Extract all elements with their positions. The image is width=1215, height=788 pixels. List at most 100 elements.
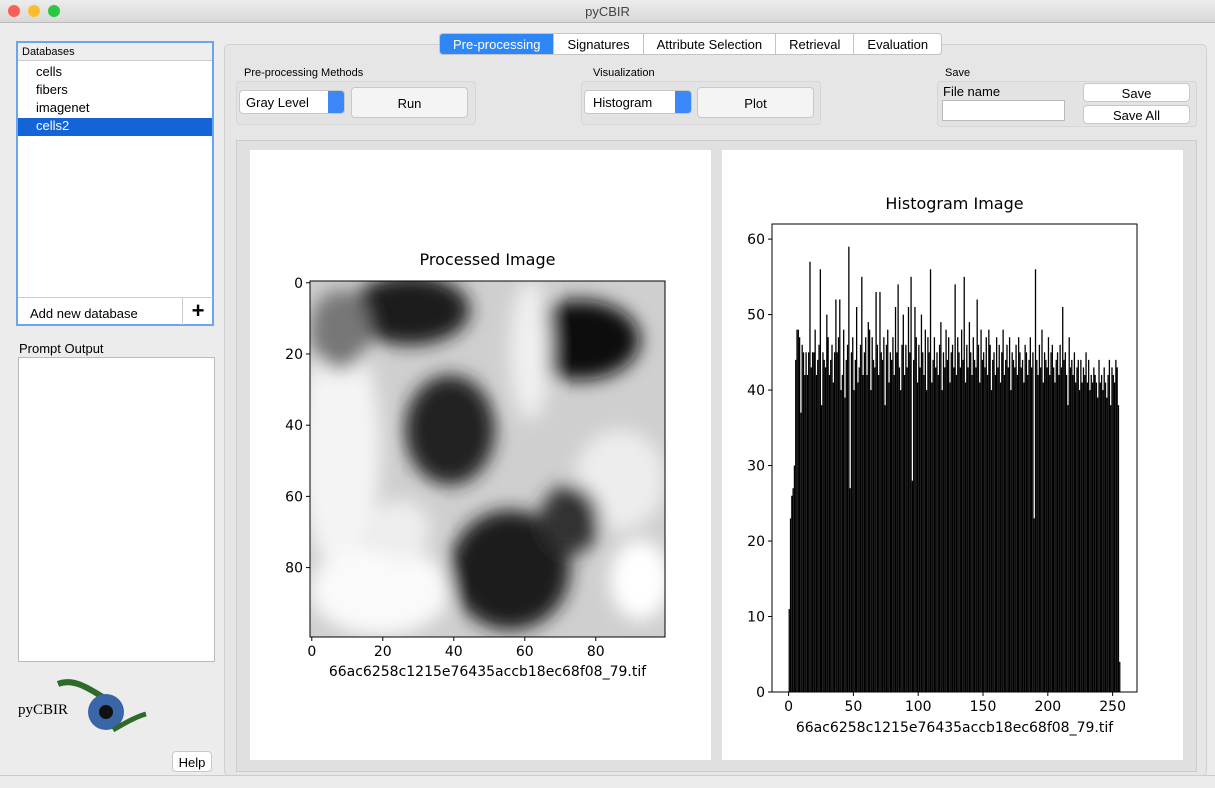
histogram-bar <box>819 269 821 692</box>
histogram-bar <box>892 337 894 692</box>
database-item[interactable]: cells <box>36 64 63 79</box>
histogram-bar <box>878 374 880 692</box>
histogram-bar <box>1111 367 1113 692</box>
histogram-bar <box>857 382 859 692</box>
y-tick-label: 60 <box>747 232 765 248</box>
histogram-bar <box>818 344 820 692</box>
histogram-bar <box>1116 367 1118 692</box>
database-item[interactable]: cells2 <box>18 118 212 136</box>
histogram-bar <box>824 367 827 692</box>
histogram-bar <box>1001 352 1003 692</box>
y-tick-label: 40 <box>285 418 303 434</box>
tab[interactable]: Evaluation <box>853 33 943 55</box>
histogram-bar <box>928 352 930 692</box>
close-button[interactable] <box>8 5 20 17</box>
visualization-select[interactable]: Histogram <box>584 90 692 114</box>
histogram-bar <box>859 344 862 692</box>
histogram-bar <box>971 374 973 692</box>
histogram-bar <box>1068 337 1070 692</box>
x-tick-label: 80 <box>587 644 605 660</box>
logo: pyCBIR <box>18 676 148 736</box>
histogram-bar <box>805 352 807 692</box>
histogram-bar <box>1019 352 1021 692</box>
add-database-label[interactable]: Add new database <box>18 297 182 324</box>
histogram-bar <box>1027 374 1029 692</box>
histogram-bar <box>1080 359 1082 692</box>
histogram-bar <box>1020 367 1022 692</box>
histogram-bar <box>1089 390 1091 692</box>
histogram-bar <box>995 337 998 692</box>
database-list: cells fibers imagenet cells2 <box>18 64 212 136</box>
minimize-button[interactable] <box>28 5 40 17</box>
x-tick-label: 60 <box>516 644 534 660</box>
histogram-bar <box>1099 382 1101 692</box>
x-tick-label: 150 <box>970 699 997 715</box>
histogram-bar <box>927 337 929 692</box>
histogram-bar <box>822 352 824 692</box>
tab[interactable]: Retrieval <box>775 33 855 55</box>
histogram-bar <box>863 352 866 692</box>
histogram-bar <box>949 382 951 692</box>
histogram-bar <box>881 359 884 692</box>
histogram-bar <box>936 352 938 692</box>
zoom-button[interactable] <box>48 5 60 17</box>
histogram-bar <box>858 367 860 692</box>
histogram-bar <box>954 284 956 692</box>
add-database-button[interactable]: + <box>182 297 213 325</box>
histogram-bar <box>1005 359 1007 692</box>
histogram-bar <box>955 374 958 692</box>
histogram-bar <box>1081 382 1083 692</box>
histogram-bar <box>1025 352 1028 692</box>
histogram-bar <box>975 367 977 692</box>
file-name-label: File name <box>943 84 1001 99</box>
help-button[interactable]: Help <box>172 751 212 772</box>
histogram-bar <box>929 269 932 692</box>
histogram-bar <box>920 314 923 692</box>
histogram-bar <box>865 337 867 692</box>
histogram-bar <box>935 367 937 692</box>
histogram-bar <box>811 352 814 692</box>
method-select[interactable]: Gray Level <box>239 90 345 114</box>
tab[interactable]: Attribute Selection <box>642 33 777 55</box>
histogram-bar <box>967 367 969 692</box>
histogram-bar <box>848 246 850 692</box>
histogram-bar <box>976 299 978 692</box>
save-button[interactable]: Save <box>1083 83 1190 102</box>
histogram-bar <box>1098 359 1100 692</box>
x-axis-label: 66ac6258c1215e76435accb18ec68f08_79.tif <box>796 720 1114 736</box>
axes-frame <box>771 223 1138 693</box>
histogram-bar <box>993 352 995 692</box>
histogram-bar <box>879 291 881 692</box>
histogram-bar <box>837 337 840 692</box>
histogram-bar <box>798 337 801 692</box>
database-item[interactable]: imagenet <box>36 100 90 115</box>
histogram-bar <box>1018 337 1020 692</box>
plot-button[interactable]: Plot <box>697 87 814 118</box>
histogram-bar <box>802 352 805 692</box>
tab[interactable]: Signatures <box>553 33 644 55</box>
histogram-bar <box>1094 374 1096 692</box>
histogram-bar <box>1014 367 1016 692</box>
save-all-button[interactable]: Save All <box>1083 105 1190 124</box>
y-tick-label: 20 <box>285 347 303 363</box>
histogram-bar <box>911 480 914 692</box>
tab[interactable]: Pre-processing <box>439 33 555 55</box>
histogram-bar <box>980 329 982 692</box>
histogram-bar <box>890 359 893 692</box>
database-item[interactable]: fibers <box>36 82 68 97</box>
histogram-bar <box>1047 337 1050 692</box>
x-tick-label: 20 <box>374 644 392 660</box>
histogram-figure: 0 50 100 150 200 250 0 10 20 30 40 50 60 Histogram Im… <box>722 150 1183 760</box>
visualization-label: Visualization <box>593 67 655 79</box>
histogram-bar <box>1036 359 1038 692</box>
histogram-bar <box>791 495 793 692</box>
file-name-input[interactable] <box>942 100 1065 121</box>
histogram-bar <box>1071 359 1073 692</box>
histogram-bar <box>850 352 853 692</box>
histogram-bar <box>883 337 885 692</box>
histogram-bar <box>855 307 858 692</box>
histogram-bar <box>914 307 916 692</box>
histogram-bar <box>903 374 906 692</box>
run-button[interactable]: Run <box>351 87 468 118</box>
histogram-bar <box>1060 367 1063 692</box>
